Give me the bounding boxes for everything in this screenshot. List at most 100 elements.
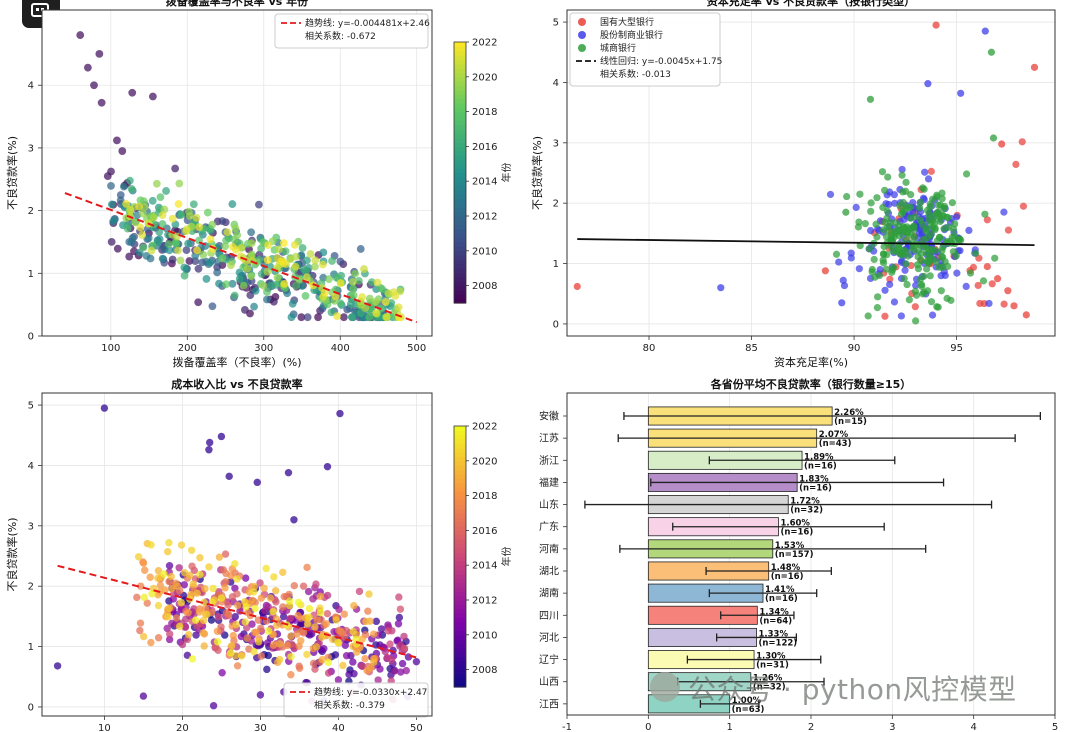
colorbar-segment	[454, 604, 466, 610]
colorbar-segment	[454, 168, 466, 174]
colorbar-segment	[454, 137, 466, 143]
scatter-point	[985, 299, 993, 308]
scatter-point	[225, 472, 233, 481]
scatter-point	[361, 654, 369, 663]
scatter-point	[324, 669, 333, 677]
x-tick-label: 95	[950, 343, 963, 354]
scatter-point	[327, 308, 336, 317]
colorbar-segment	[454, 682, 466, 688]
y-tick-label: 2	[28, 582, 34, 593]
scatter-point	[988, 280, 996, 288]
scatter-point	[303, 563, 311, 572]
colorbar-segment	[454, 600, 466, 605]
bar-count-label: (n=64)	[759, 616, 792, 626]
scatter-point	[902, 187, 910, 195]
scatter-point	[163, 547, 172, 556]
y-tick-label: 辽宁	[539, 653, 559, 666]
scatter-point	[273, 273, 282, 282]
scatter-point	[856, 190, 864, 198]
scatter-point	[125, 252, 134, 261]
scatter-point	[250, 647, 258, 656]
x-tick-label: 85	[745, 343, 758, 354]
y-tick-label: 四川	[539, 611, 559, 622]
scatter-point	[361, 304, 370, 313]
scatter-point	[174, 200, 183, 208]
scatter-point	[911, 303, 919, 311]
scatter-point	[146, 573, 154, 581]
colorbar-segment	[454, 630, 466, 636]
colorbar-segment	[454, 220, 466, 226]
legend-label: 股份制商业银行	[600, 29, 663, 41]
scatter-point	[257, 594, 266, 602]
scatter-point	[306, 631, 314, 639]
scatter-point	[902, 260, 910, 268]
colorbar-segment	[454, 42, 466, 47]
colorbar-segment	[454, 133, 466, 139]
scatter-point	[184, 609, 192, 617]
scatter-point	[107, 200, 116, 209]
colorbar-segment	[454, 669, 466, 675]
colorbar-segment	[454, 289, 466, 295]
chart-title: 成本收入比 vs 不良贷款率	[171, 377, 302, 391]
colorbar-segment	[454, 194, 466, 200]
x-tick-label: 1	[726, 722, 732, 732]
scatter-point	[372, 617, 381, 626]
scatter-point	[201, 585, 209, 593]
scatter-point	[215, 553, 224, 561]
scatter-point	[156, 581, 165, 590]
scatter-point	[965, 226, 973, 235]
scatter-point	[909, 246, 918, 254]
colorbar-segment	[454, 452, 466, 458]
scatter-point	[251, 604, 259, 613]
y-tick-label: 5	[28, 401, 34, 412]
colorbar-segment	[454, 552, 466, 558]
scatter-point	[381, 298, 390, 306]
colorbar-segment	[454, 155, 466, 161]
scatter-point	[110, 215, 119, 224]
bar-count-label: (n=16)	[780, 528, 813, 538]
scatter-point	[140, 593, 148, 602]
scatter-point	[336, 257, 345, 266]
legend-marker	[578, 31, 586, 39]
scatter-point	[233, 662, 242, 670]
scatter-point	[890, 298, 899, 306]
scatter-point	[165, 246, 174, 255]
scatter-point	[331, 292, 340, 301]
scatter-point	[953, 213, 961, 221]
scatter-point	[302, 267, 310, 275]
scatter-point	[165, 635, 174, 644]
colorbar-segment	[454, 102, 466, 108]
scatter-point	[874, 293, 882, 301]
scatter-point	[939, 253, 947, 261]
scatter-point	[920, 272, 928, 280]
scatter-point	[228, 279, 237, 288]
colorbar-segment	[454, 189, 466, 195]
scatter-point	[208, 302, 217, 311]
scatter-point	[358, 635, 366, 643]
colorbar-segment	[454, 294, 466, 300]
colorbar-segment	[454, 569, 466, 575]
y-tick-label: 3	[28, 521, 34, 532]
scatter-point	[240, 306, 249, 314]
x-tick-label: 4	[970, 722, 976, 732]
colorbar-tick-label: 2018	[472, 107, 497, 118]
scatter-point	[158, 254, 167, 263]
scatter-point	[177, 541, 186, 549]
scatter-point	[883, 214, 891, 222]
x-tick-label: 30	[254, 723, 267, 732]
scatter-point	[222, 236, 231, 245]
scatter-point	[925, 211, 933, 219]
x-tick-label: -1	[562, 722, 572, 732]
scatter-point	[233, 575, 241, 583]
colorbar-segment	[454, 163, 466, 169]
scatter-point	[949, 248, 958, 256]
scatter-point	[879, 203, 887, 212]
scatter-point	[924, 80, 932, 88]
colorbar-segment	[454, 665, 466, 671]
scatter-point	[358, 662, 367, 671]
scatter-point	[127, 184, 136, 193]
y-tick-label: 福建	[539, 476, 559, 489]
y-axis-label: 不良贷款率(%)	[5, 517, 19, 591]
y-tick-label: 湖北	[539, 566, 559, 578]
legend-label: 趋势线: y=-0.004481x+2.46	[305, 17, 430, 29]
